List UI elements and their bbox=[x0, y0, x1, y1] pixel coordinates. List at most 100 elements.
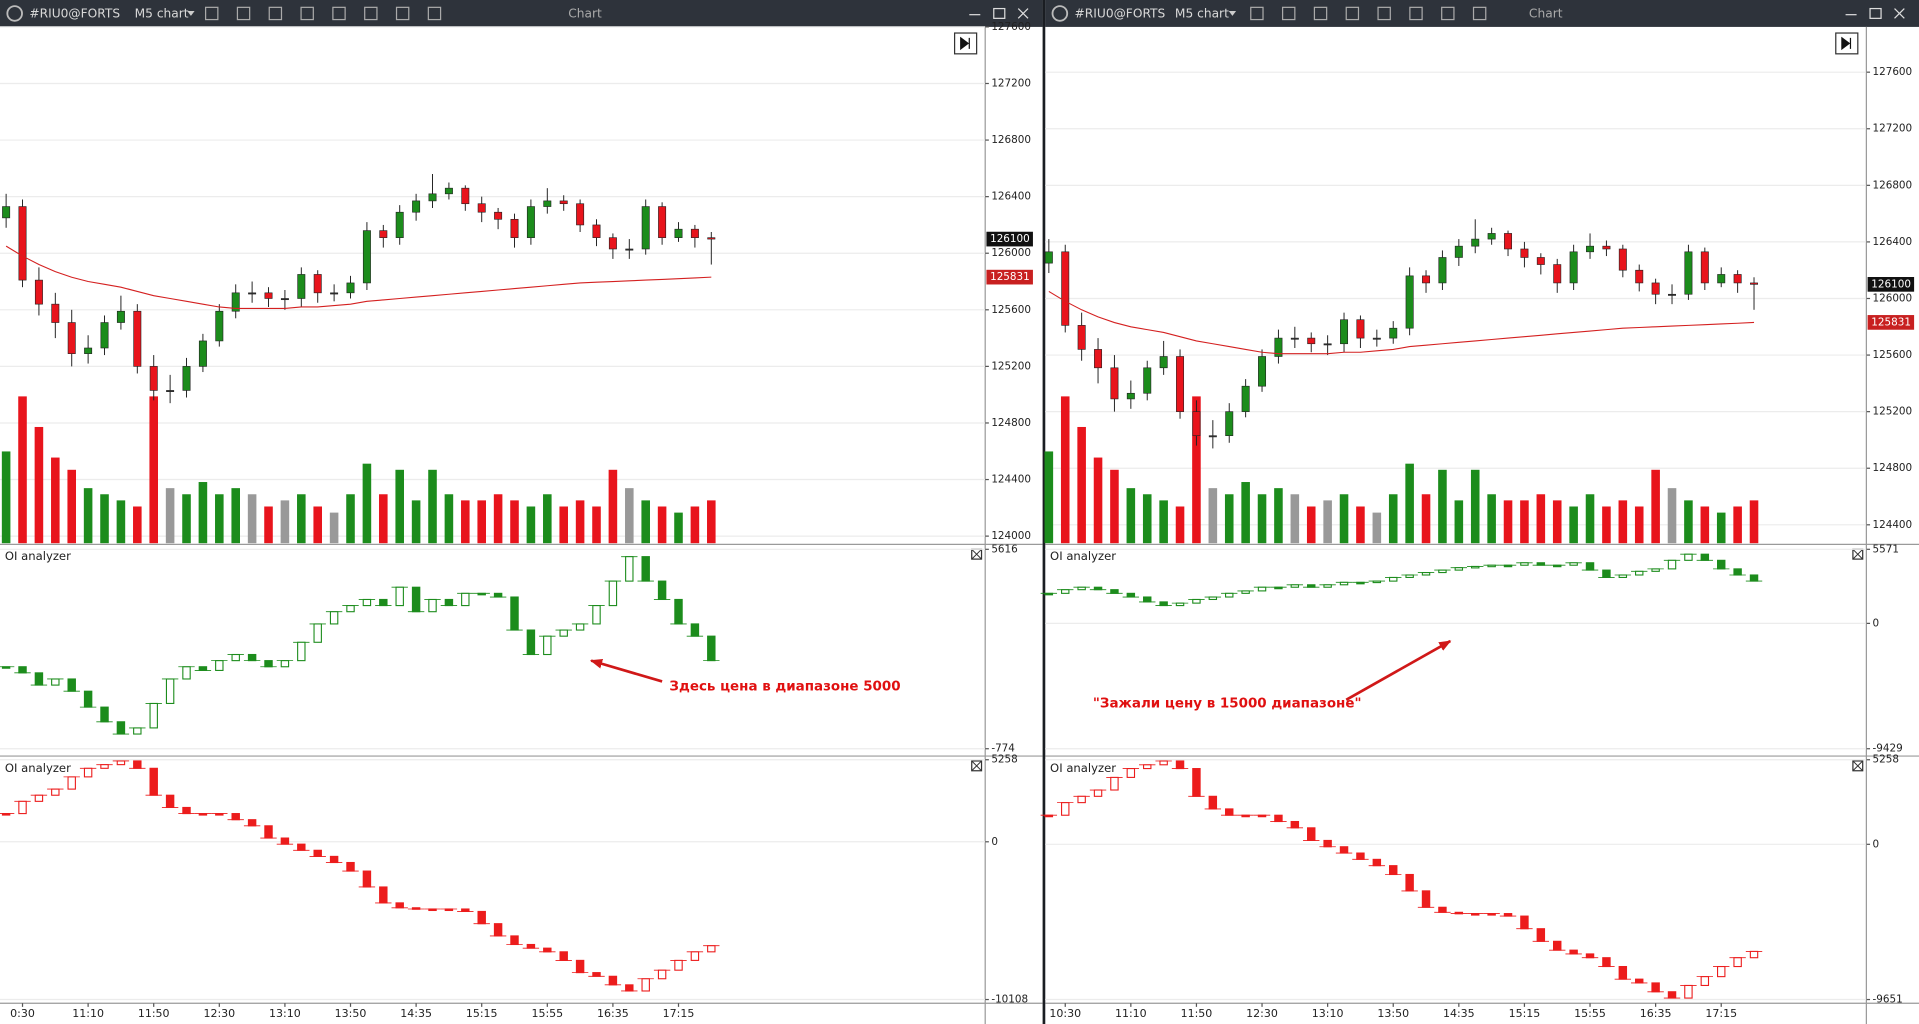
volume-bar bbox=[379, 494, 388, 544]
oi-bar bbox=[608, 975, 618, 986]
toolbar-button[interactable] bbox=[300, 6, 314, 21]
toolbar-button[interactable] bbox=[204, 6, 219, 21]
oi-bar bbox=[477, 592, 486, 596]
x-tick-label: 13:10 bbox=[269, 1007, 301, 1020]
toolbar-button[interactable] bbox=[364, 6, 378, 21]
candle-body bbox=[330, 292, 339, 295]
x-tick-label: 11:50 bbox=[138, 1007, 170, 1020]
oi-bar bbox=[674, 959, 683, 971]
volume-bar bbox=[182, 494, 191, 544]
scroll-to-end-icon bbox=[960, 36, 970, 51]
window-background bbox=[1045, 0, 1919, 1024]
oi-bar bbox=[1044, 814, 1054, 818]
candle-body bbox=[559, 200, 568, 205]
toolbar-button[interactable] bbox=[332, 6, 346, 21]
y-tick-label: 127200 bbox=[991, 77, 1031, 89]
oi-bar bbox=[395, 586, 404, 607]
oi-bar bbox=[1307, 827, 1316, 841]
close-button[interactable] bbox=[1017, 8, 1029, 19]
symbol[interactable]: #RIU0@FORTS bbox=[29, 7, 120, 21]
oi-bar bbox=[477, 910, 486, 925]
candle-body bbox=[412, 200, 421, 213]
maximize-button[interactable] bbox=[993, 7, 1006, 19]
oi-bar bbox=[1126, 768, 1136, 778]
volume-bar bbox=[510, 500, 519, 544]
oi-bar bbox=[379, 886, 388, 904]
timeframe[interactable]: M5 chart bbox=[1175, 7, 1229, 21]
toolbar-button[interactable] bbox=[427, 6, 442, 21]
candle-body bbox=[362, 230, 371, 284]
oi-bar bbox=[182, 666, 191, 680]
oi-bar bbox=[1061, 802, 1070, 816]
toolbar-button[interactable] bbox=[1281, 6, 1296, 21]
toolbar-button[interactable] bbox=[1441, 6, 1455, 21]
oi-bar bbox=[1717, 559, 1726, 570]
toolbar-button[interactable] bbox=[1313, 6, 1328, 21]
oi-bar bbox=[411, 586, 421, 613]
oi-bar bbox=[1192, 598, 1201, 604]
candle-body bbox=[1077, 325, 1086, 350]
toolbar-button[interactable] bbox=[1377, 6, 1391, 21]
dropdown-arrow[interactable] bbox=[187, 11, 195, 16]
oi-bar bbox=[1635, 978, 1644, 984]
toolbar-button[interactable] bbox=[1250, 6, 1264, 21]
close-button[interactable] bbox=[1894, 8, 1905, 19]
app-icon bbox=[1051, 5, 1069, 22]
oi-bar bbox=[526, 943, 536, 949]
candle-body bbox=[1290, 337, 1299, 340]
last-price-label: 126100 bbox=[1871, 278, 1911, 290]
oi-bar bbox=[1389, 865, 1398, 876]
volume-bar bbox=[1585, 494, 1595, 544]
maximize-button[interactable] bbox=[1869, 7, 1882, 19]
oi-bar bbox=[1, 813, 11, 816]
toolbar-button[interactable] bbox=[268, 6, 283, 21]
toolbar-button[interactable] bbox=[395, 6, 410, 21]
candle-body bbox=[1553, 264, 1562, 284]
candle-body bbox=[1225, 411, 1234, 437]
oi-bar bbox=[1438, 906, 1447, 913]
oi-bar bbox=[1749, 950, 1759, 959]
volume-bar bbox=[1110, 469, 1119, 544]
oi-bar bbox=[329, 611, 339, 625]
oi-bar bbox=[1241, 590, 1250, 594]
candle-body bbox=[1684, 251, 1693, 295]
volume-bar bbox=[1487, 494, 1496, 544]
x-tick-label: 0:30 bbox=[10, 1007, 35, 1020]
toolbar-button[interactable] bbox=[1472, 6, 1487, 21]
oi-bar bbox=[395, 902, 404, 909]
last-price-label: 126100 bbox=[990, 233, 1030, 245]
oi-bar bbox=[1700, 553, 1710, 561]
candle-body bbox=[641, 206, 650, 250]
oi-bar bbox=[690, 623, 700, 637]
oi-bar bbox=[1635, 570, 1644, 576]
volume-bar bbox=[1552, 500, 1562, 544]
timeframe[interactable]: M5 chart bbox=[135, 7, 189, 21]
volume-bar bbox=[1241, 482, 1250, 544]
oi-bar bbox=[116, 721, 126, 735]
oi-bar bbox=[1602, 569, 1611, 578]
oi-bar bbox=[1651, 982, 1660, 993]
toolbar-button[interactable] bbox=[236, 6, 251, 21]
oi-bar bbox=[1044, 592, 1054, 596]
toolbar-button[interactable] bbox=[1409, 6, 1423, 21]
oi-bar bbox=[100, 706, 109, 723]
oi-bar bbox=[1110, 776, 1119, 791]
volume-bar bbox=[1438, 469, 1447, 544]
ma-label: 125831 bbox=[990, 271, 1030, 283]
oi-bar bbox=[707, 945, 716, 953]
oi-bar bbox=[1257, 586, 1267, 592]
oi-bar bbox=[1208, 795, 1218, 810]
dropdown-arrow[interactable] bbox=[1228, 11, 1237, 16]
volume-bar bbox=[1142, 494, 1152, 544]
volume-bar bbox=[1749, 500, 1759, 544]
y-tick-label: 0 bbox=[1872, 838, 1879, 850]
oi-bar bbox=[51, 788, 60, 796]
volume-bar bbox=[1388, 494, 1398, 544]
oi-bar bbox=[1372, 858, 1382, 867]
candle-body bbox=[494, 211, 503, 220]
symbol[interactable]: #RIU0@FORTS bbox=[1075, 7, 1166, 21]
toolbar-button[interactable] bbox=[1345, 6, 1360, 21]
oi-bar bbox=[313, 623, 322, 643]
oi-bar bbox=[1585, 562, 1595, 571]
